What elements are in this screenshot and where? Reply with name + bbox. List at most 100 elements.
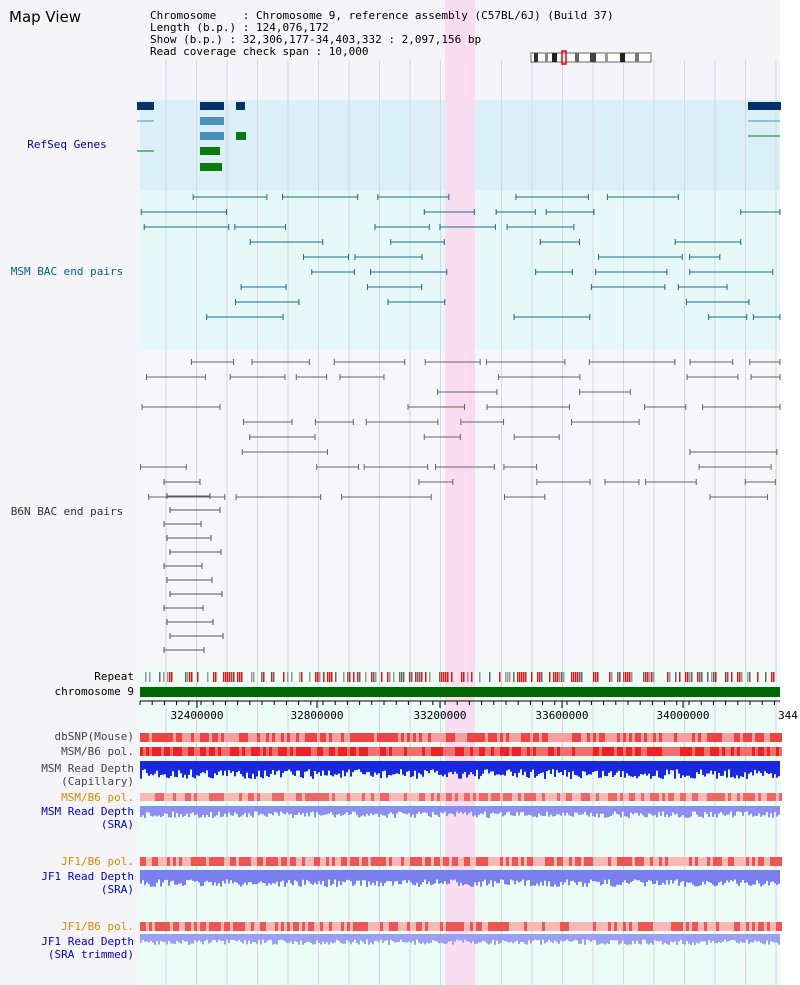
read-depth-bar [584, 934, 586, 945]
repeat-element [309, 672, 311, 682]
heat-cell [680, 733, 683, 742]
read-depth-bar [332, 806, 334, 815]
heat-cell [161, 733, 164, 742]
heat-cell [722, 857, 725, 866]
heat-cell [653, 793, 656, 801]
heat-cell [332, 922, 335, 931]
read-depth-bar [540, 806, 542, 816]
heat-cell [284, 922, 287, 931]
read-depth-bar [478, 761, 480, 779]
read-depth-bar [450, 870, 452, 880]
heat-cell [191, 922, 194, 931]
read-depth-bar [384, 870, 386, 884]
read-depth-bar [194, 806, 196, 816]
heat-cell [497, 747, 500, 756]
heat-cell [632, 857, 635, 866]
heat-cell [236, 733, 239, 742]
repeat-element [447, 672, 449, 682]
read-depth-bar [436, 761, 438, 771]
heat-cell [557, 733, 560, 742]
read-depth-bar [206, 934, 208, 940]
read-depth-bar [354, 761, 356, 771]
read-depth-bar [630, 870, 632, 883]
read-depth-bar [140, 761, 142, 779]
read-depth-bar [290, 761, 292, 772]
track-label-msm-bac[interactable]: MSM BAC end pairs [10, 265, 124, 278]
repeat-element [167, 672, 169, 682]
repeat-element [323, 672, 325, 682]
heat-cell [146, 733, 149, 742]
heat-cell [440, 922, 443, 931]
heat-cell [743, 857, 746, 866]
read-depth-bar [730, 934, 732, 941]
heat-cell [275, 922, 278, 931]
heat-cell [422, 857, 425, 866]
read-depth-bar [340, 870, 342, 886]
heat-cell [521, 793, 524, 801]
read-depth-bar [382, 806, 384, 816]
heat-cell [530, 747, 533, 756]
repeat-element [737, 672, 739, 682]
read-depth-bar [156, 806, 158, 817]
heat-cell [743, 922, 746, 931]
read-depth-bar [318, 870, 320, 882]
heat-cell [668, 922, 671, 931]
read-depth-bar [684, 806, 686, 818]
track-label-refseq[interactable]: RefSeq Genes [27, 138, 107, 151]
read-depth-bar [612, 761, 614, 777]
heat-cell [701, 747, 704, 756]
heat-cell [425, 733, 428, 742]
read-depth-bar [336, 806, 338, 815]
heat-cell [485, 747, 488, 756]
heat-cell [341, 857, 344, 866]
read-depth-bar [462, 870, 464, 886]
read-depth-bar [370, 761, 372, 776]
heat-cell [476, 733, 479, 742]
heat-cell [653, 733, 656, 742]
heat-cell [644, 922, 647, 931]
heat-cell [374, 857, 377, 866]
heat-cell [221, 922, 224, 931]
read-depth-bar [284, 934, 286, 942]
read-depth-bar [378, 870, 380, 887]
read-depth-bar [172, 934, 174, 944]
read-depth-bar [384, 806, 386, 816]
read-depth-bar [150, 934, 152, 941]
read-depth-bar [472, 870, 474, 887]
heat-cell [713, 793, 716, 801]
read-depth-bar [246, 934, 248, 945]
read-depth-bar [712, 934, 714, 942]
heat-cell [716, 793, 719, 801]
read-depth-bar [650, 870, 652, 881]
heat-cell [224, 922, 227, 931]
read-depth-bar [466, 761, 468, 778]
heat-cell [467, 922, 470, 931]
heat-cell [257, 857, 260, 866]
heat-cell [251, 733, 254, 742]
heat-cell [764, 747, 767, 756]
repeat-element [537, 672, 539, 682]
read-depth-bar [626, 870, 628, 883]
read-depth-bar [192, 870, 194, 881]
heat-cell [560, 733, 563, 742]
heat-cell [686, 733, 689, 742]
read-depth-bar [428, 870, 430, 882]
heat-cell [554, 793, 557, 801]
heat-cell [482, 922, 485, 931]
read-depth-bar [212, 806, 214, 818]
heat-cell [464, 793, 467, 801]
read-depth-bar [684, 934, 686, 945]
heat-cell [470, 922, 473, 931]
repeat-element [371, 672, 373, 682]
heat-cell [665, 733, 668, 742]
heat-cell [629, 922, 632, 931]
read-depth-bar [248, 934, 250, 941]
heat-cell [179, 733, 182, 742]
track-label-b6n-bac[interactable]: B6N BAC end pairs [10, 505, 124, 518]
heat-cell [344, 733, 347, 742]
heat-cell [203, 857, 206, 866]
heat-cell [281, 922, 284, 931]
repeat-element [699, 672, 701, 682]
read-depth-bar [700, 761, 702, 770]
